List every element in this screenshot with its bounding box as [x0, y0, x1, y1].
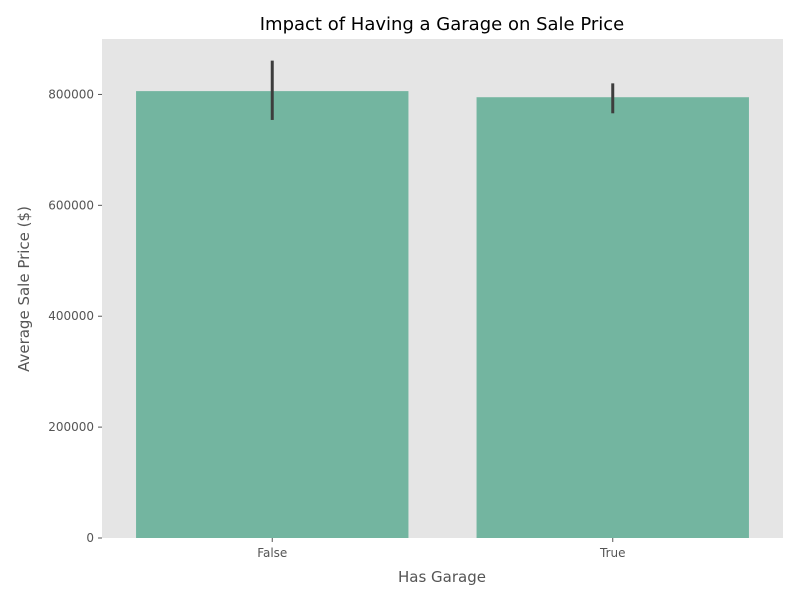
y-tick-label: 600000: [48, 198, 94, 212]
y-axis-label: Average Sale Price ($): [15, 206, 33, 372]
x-axis: False True: [257, 538, 626, 560]
bar-series: [136, 91, 749, 539]
bar-false: [136, 91, 409, 539]
x-axis-label: Has Garage: [398, 568, 486, 586]
y-axis: 0 200000 400000 600000 800000: [48, 87, 102, 545]
error-bars: [270, 60, 615, 120]
x-tick-label: True: [599, 546, 626, 560]
y-tick-label: 0: [86, 531, 94, 545]
bar-true: [476, 97, 749, 538]
y-tick-label: 400000: [48, 309, 94, 323]
y-tick-label: 800000: [48, 87, 94, 101]
y-tick-label: 200000: [48, 420, 94, 434]
x-tick-label: False: [257, 546, 287, 560]
chart-title: Impact of Having a Garage on Sale Price: [260, 14, 625, 35]
